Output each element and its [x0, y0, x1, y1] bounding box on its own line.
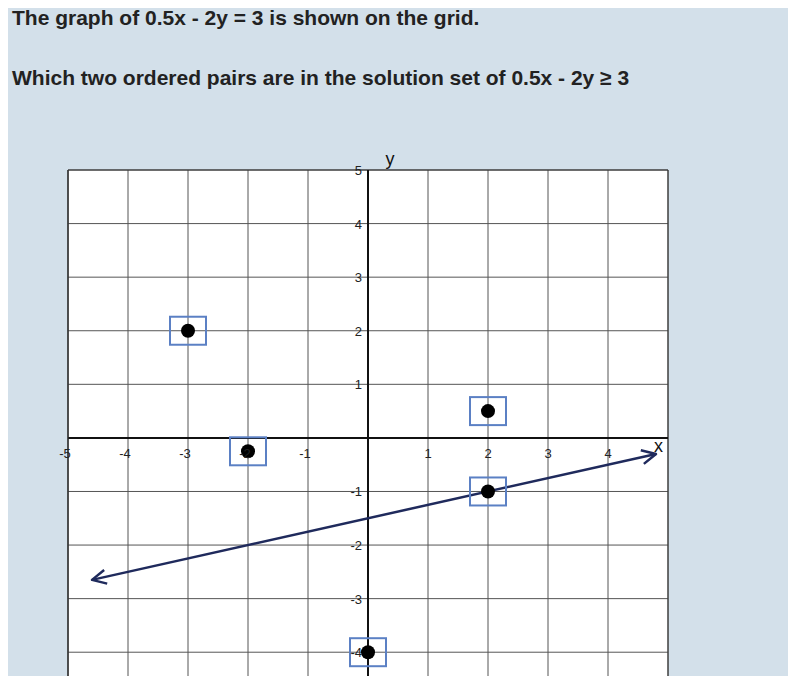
svg-text:1: 1: [424, 446, 431, 461]
svg-text:-4: -4: [350, 645, 362, 660]
html-text:Which two ordered pairs are in: Which two ordered pairs are in the solut…: [12, 66, 630, 89]
svg-text:1: 1: [355, 377, 362, 392]
svg-text:2: 2: [355, 324, 362, 339]
svg-text:3: 3: [355, 270, 362, 285]
svg-text:5: 5: [355, 163, 362, 178]
svg-text:-3: -3: [350, 592, 362, 607]
svg-text:-3: -3: [179, 446, 191, 461]
svg-text:-5: -5: [59, 446, 71, 461]
svg-text:x: x: [654, 436, 663, 456]
svg-text:y: y: [386, 149, 395, 169]
svg-text:-1: -1: [299, 446, 311, 461]
svg-text:2: 2: [484, 446, 491, 461]
svg-text:-4: -4: [119, 446, 131, 461]
svg-text:-2: -2: [350, 538, 362, 553]
svg-text:-1: -1: [350, 484, 362, 499]
svg-text:-2: -2: [239, 446, 251, 461]
svg-text:4: 4: [355, 217, 362, 232]
svg-text:3: 3: [544, 446, 551, 461]
svg-text:4: 4: [604, 446, 611, 461]
html-text:The graph of 0.5x - 2y = 3 is: The graph of 0.5x - 2y = 3 is shown on t…: [12, 6, 480, 29]
